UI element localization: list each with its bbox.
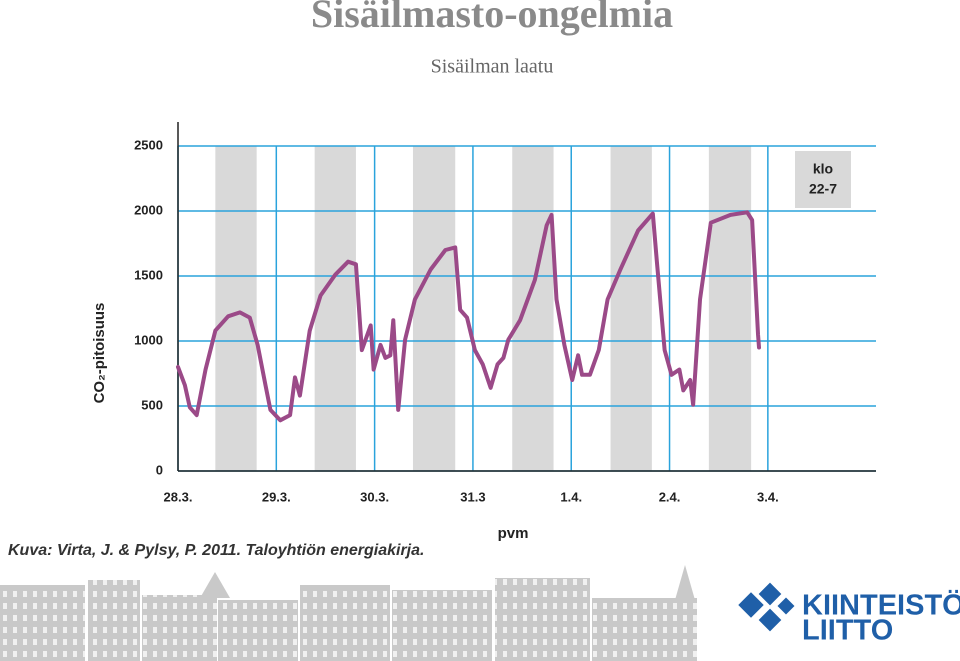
y-tick-label: 1500: [134, 267, 163, 282]
x-tick-label: 1.4.: [560, 489, 582, 504]
legend-label: 22-7: [809, 181, 837, 197]
logo-text: KIINTEISTÖ: [802, 589, 960, 622]
slide-title: Sisäilmasto-ongelmia: [311, 0, 673, 36]
x-tick-label: 2.4.: [659, 489, 681, 504]
night-band: [708, 146, 752, 471]
night-band: [610, 146, 652, 471]
y-tick-label: 0: [156, 462, 163, 477]
night-band: [412, 146, 456, 471]
legend-label: klo: [813, 161, 833, 177]
chart: 0 500 1000 1500 2000 2500 28.3. 29.3. 30.3. 31.3 1…: [91, 122, 876, 542]
slide-subtitle: Sisäilman laatu: [431, 56, 554, 78]
logo-text: LIITTO: [802, 615, 893, 647]
logo: KIINTEISTÖ LIITTO: [738, 582, 960, 647]
y-tick-label: 2000: [134, 202, 163, 217]
y-tick-label: 500: [141, 397, 163, 412]
x-tick-label: 28.3.: [164, 489, 193, 504]
x-tick-label: 3.4.: [757, 489, 779, 504]
y-axis-label: CO₂-pitoisuus: [91, 303, 108, 404]
x-axis-label: pvm: [498, 525, 529, 542]
caption: Kuva: Virta, J. & Pylsy, P. 2011. Taloyh…: [8, 542, 424, 559]
building-silhouette: [0, 565, 697, 661]
data-line: [176, 210, 762, 423]
x-tick-label: 31.3: [460, 489, 485, 504]
x-tick-label: 29.3.: [262, 489, 291, 504]
night-band: [215, 146, 257, 471]
y-tick-label: 1000: [134, 332, 163, 347]
y-tick-label: 2500: [134, 137, 163, 152]
night-band: [314, 146, 356, 471]
night-band: [512, 146, 554, 471]
x-tick-label: 30.3.: [360, 489, 389, 504]
legend-box: [795, 151, 851, 208]
